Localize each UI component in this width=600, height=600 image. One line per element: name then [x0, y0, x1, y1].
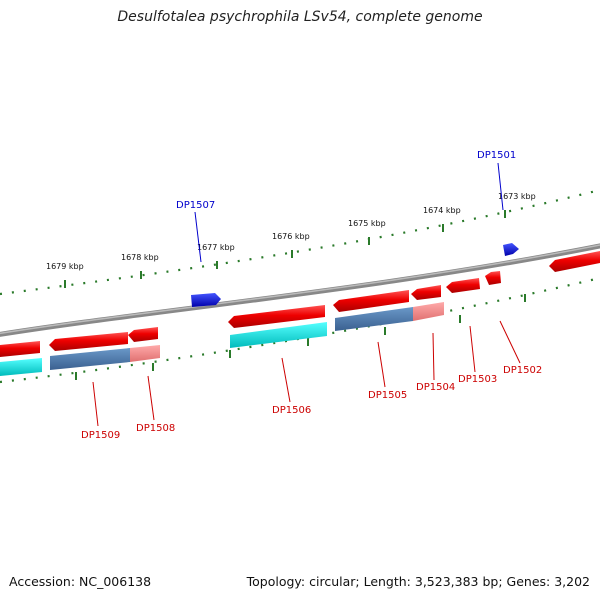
- cds-block-steel-dp1505[interactable]: [335, 307, 413, 331]
- leader-line-dp1507: [194, 211, 202, 263]
- accession-text: Accession: NC_006138: [9, 574, 152, 589]
- kbp-label: 1677 kbp: [197, 243, 235, 252]
- kbp-label: 1676 kbp: [272, 232, 310, 241]
- gene-arrow-dp1504[interactable]: [411, 285, 441, 300]
- gene-leader-lines: [92, 162, 521, 427]
- kbp-label: 1675 kbp: [348, 219, 386, 228]
- gene-label-dp1501[interactable]: DP1501: [477, 150, 516, 161]
- gene-arrow-dp1508[interactable]: [128, 327, 158, 342]
- leader-line-dp1508: [147, 375, 155, 421]
- cds-block-pink-dp1508[interactable]: [130, 345, 160, 362]
- gene-arrow-dp1509[interactable]: [49, 332, 128, 351]
- cds-block-steel-dp1509[interactable]: [50, 348, 130, 370]
- genome-title: Desulfotalea psychrophila LSv54, complet…: [117, 9, 483, 25]
- kbp-label: 1673 kbp: [498, 192, 536, 201]
- gene-label-dp1502[interactable]: DP1502: [503, 365, 542, 376]
- genome-summary-text: Topology: circular; Length: 3,523,383 bp…: [246, 574, 590, 589]
- leader-line-dp1504: [432, 332, 435, 381]
- inner-major-ticks: [75, 294, 526, 380]
- gene-labels: DP1501 DP1507 DP1502 DP1503 DP1504 DP150…: [81, 150, 542, 441]
- leader-line-dp1501: [497, 162, 504, 211]
- kbp-label: 1674 kbp: [423, 206, 461, 215]
- kbp-label: 1678 kbp: [121, 253, 159, 262]
- cds-features: [0, 302, 444, 376]
- outer-scale-line: [0, 188, 600, 296]
- cds-block-pink-dp1504[interactable]: [413, 302, 444, 321]
- cds-block-cyan-dp1506[interactable]: [230, 322, 327, 348]
- gene-label-dp1509[interactable]: DP1509: [81, 430, 120, 441]
- gene-label-dp1507[interactable]: DP1507: [176, 200, 215, 211]
- gene-arrow-right-edge[interactable]: [549, 251, 600, 272]
- forward-genes: [0, 243, 600, 357]
- cds-block-cyan-left-edge[interactable]: [0, 358, 42, 376]
- leader-line-dp1509: [92, 381, 99, 427]
- gene-arrow-dp1507[interactable]: [191, 293, 221, 307]
- leader-line-dp1502: [499, 320, 521, 364]
- kbp-label: 1679 kbp: [46, 262, 84, 271]
- gene-arrow-dp1505[interactable]: [333, 290, 409, 312]
- gene-label-dp1508[interactable]: DP1508: [136, 423, 175, 434]
- gene-arrow-dp1503[interactable]: [446, 278, 480, 293]
- gene-arrow-dp1506[interactable]: [228, 305, 325, 328]
- gene-label-dp1504[interactable]: DP1504: [416, 382, 455, 393]
- gene-arrow-dp1502[interactable]: [485, 271, 501, 285]
- leader-line-dp1505: [377, 341, 386, 388]
- gene-label-dp1505[interactable]: DP1505: [368, 390, 407, 401]
- gene-label-dp1503[interactable]: DP1503: [458, 374, 497, 385]
- genome-backbone-highlight: [0, 244, 600, 335]
- leader-line-dp1506: [281, 357, 291, 403]
- kbp-labels: 1673 kbp 1674 kbp 1675 kbp 1676 kbp 1677…: [46, 192, 536, 271]
- inner-scale-line: [0, 276, 600, 384]
- gene-arrow-dp1501[interactable]: [503, 243, 519, 256]
- genome-backbone: [0, 243, 600, 337]
- gene-label-dp1506[interactable]: DP1506: [272, 405, 311, 416]
- outer-major-ticks: [64, 210, 506, 288]
- gene-arrow-left-edge[interactable]: [0, 341, 40, 357]
- leader-line-dp1503: [469, 325, 476, 373]
